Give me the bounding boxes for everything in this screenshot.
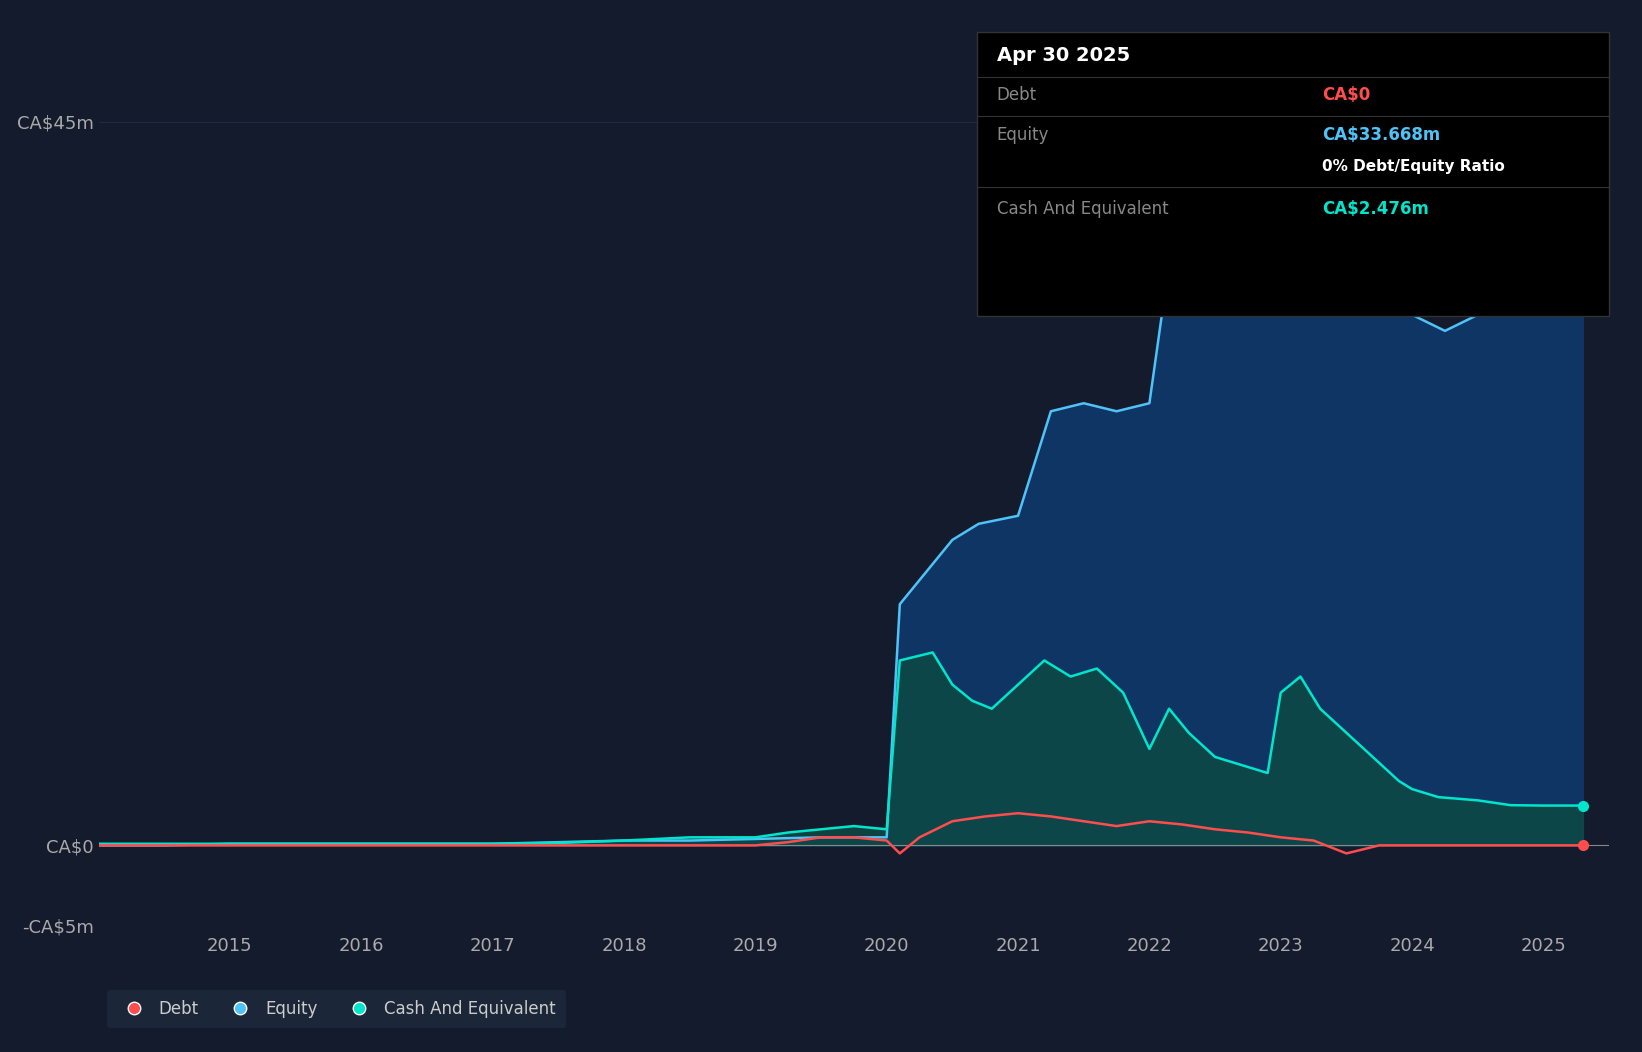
Text: CA$33.668m: CA$33.668m (1322, 126, 1440, 144)
Text: Debt: Debt (997, 86, 1036, 104)
Text: 0% Debt/Equity Ratio: 0% Debt/Equity Ratio (1322, 160, 1504, 175)
Text: Equity: Equity (997, 126, 1049, 144)
Text: CA$2.476m: CA$2.476m (1322, 200, 1429, 218)
Text: Apr 30 2025: Apr 30 2025 (997, 46, 1130, 65)
Text: CA$0: CA$0 (1322, 86, 1369, 104)
Legend: Debt, Equity, Cash And Equivalent: Debt, Equity, Cash And Equivalent (107, 990, 566, 1028)
Text: Cash And Equivalent: Cash And Equivalent (997, 200, 1169, 218)
